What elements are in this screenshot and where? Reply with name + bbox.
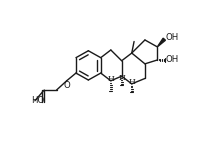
- Text: O: O: [63, 81, 70, 90]
- Text: OH: OH: [165, 33, 178, 42]
- Text: OH: OH: [166, 55, 179, 65]
- Polygon shape: [157, 38, 165, 47]
- Text: HO: HO: [31, 96, 44, 105]
- Text: H: H: [107, 75, 114, 83]
- Text: H: H: [118, 75, 125, 82]
- Text: H: H: [128, 78, 135, 86]
